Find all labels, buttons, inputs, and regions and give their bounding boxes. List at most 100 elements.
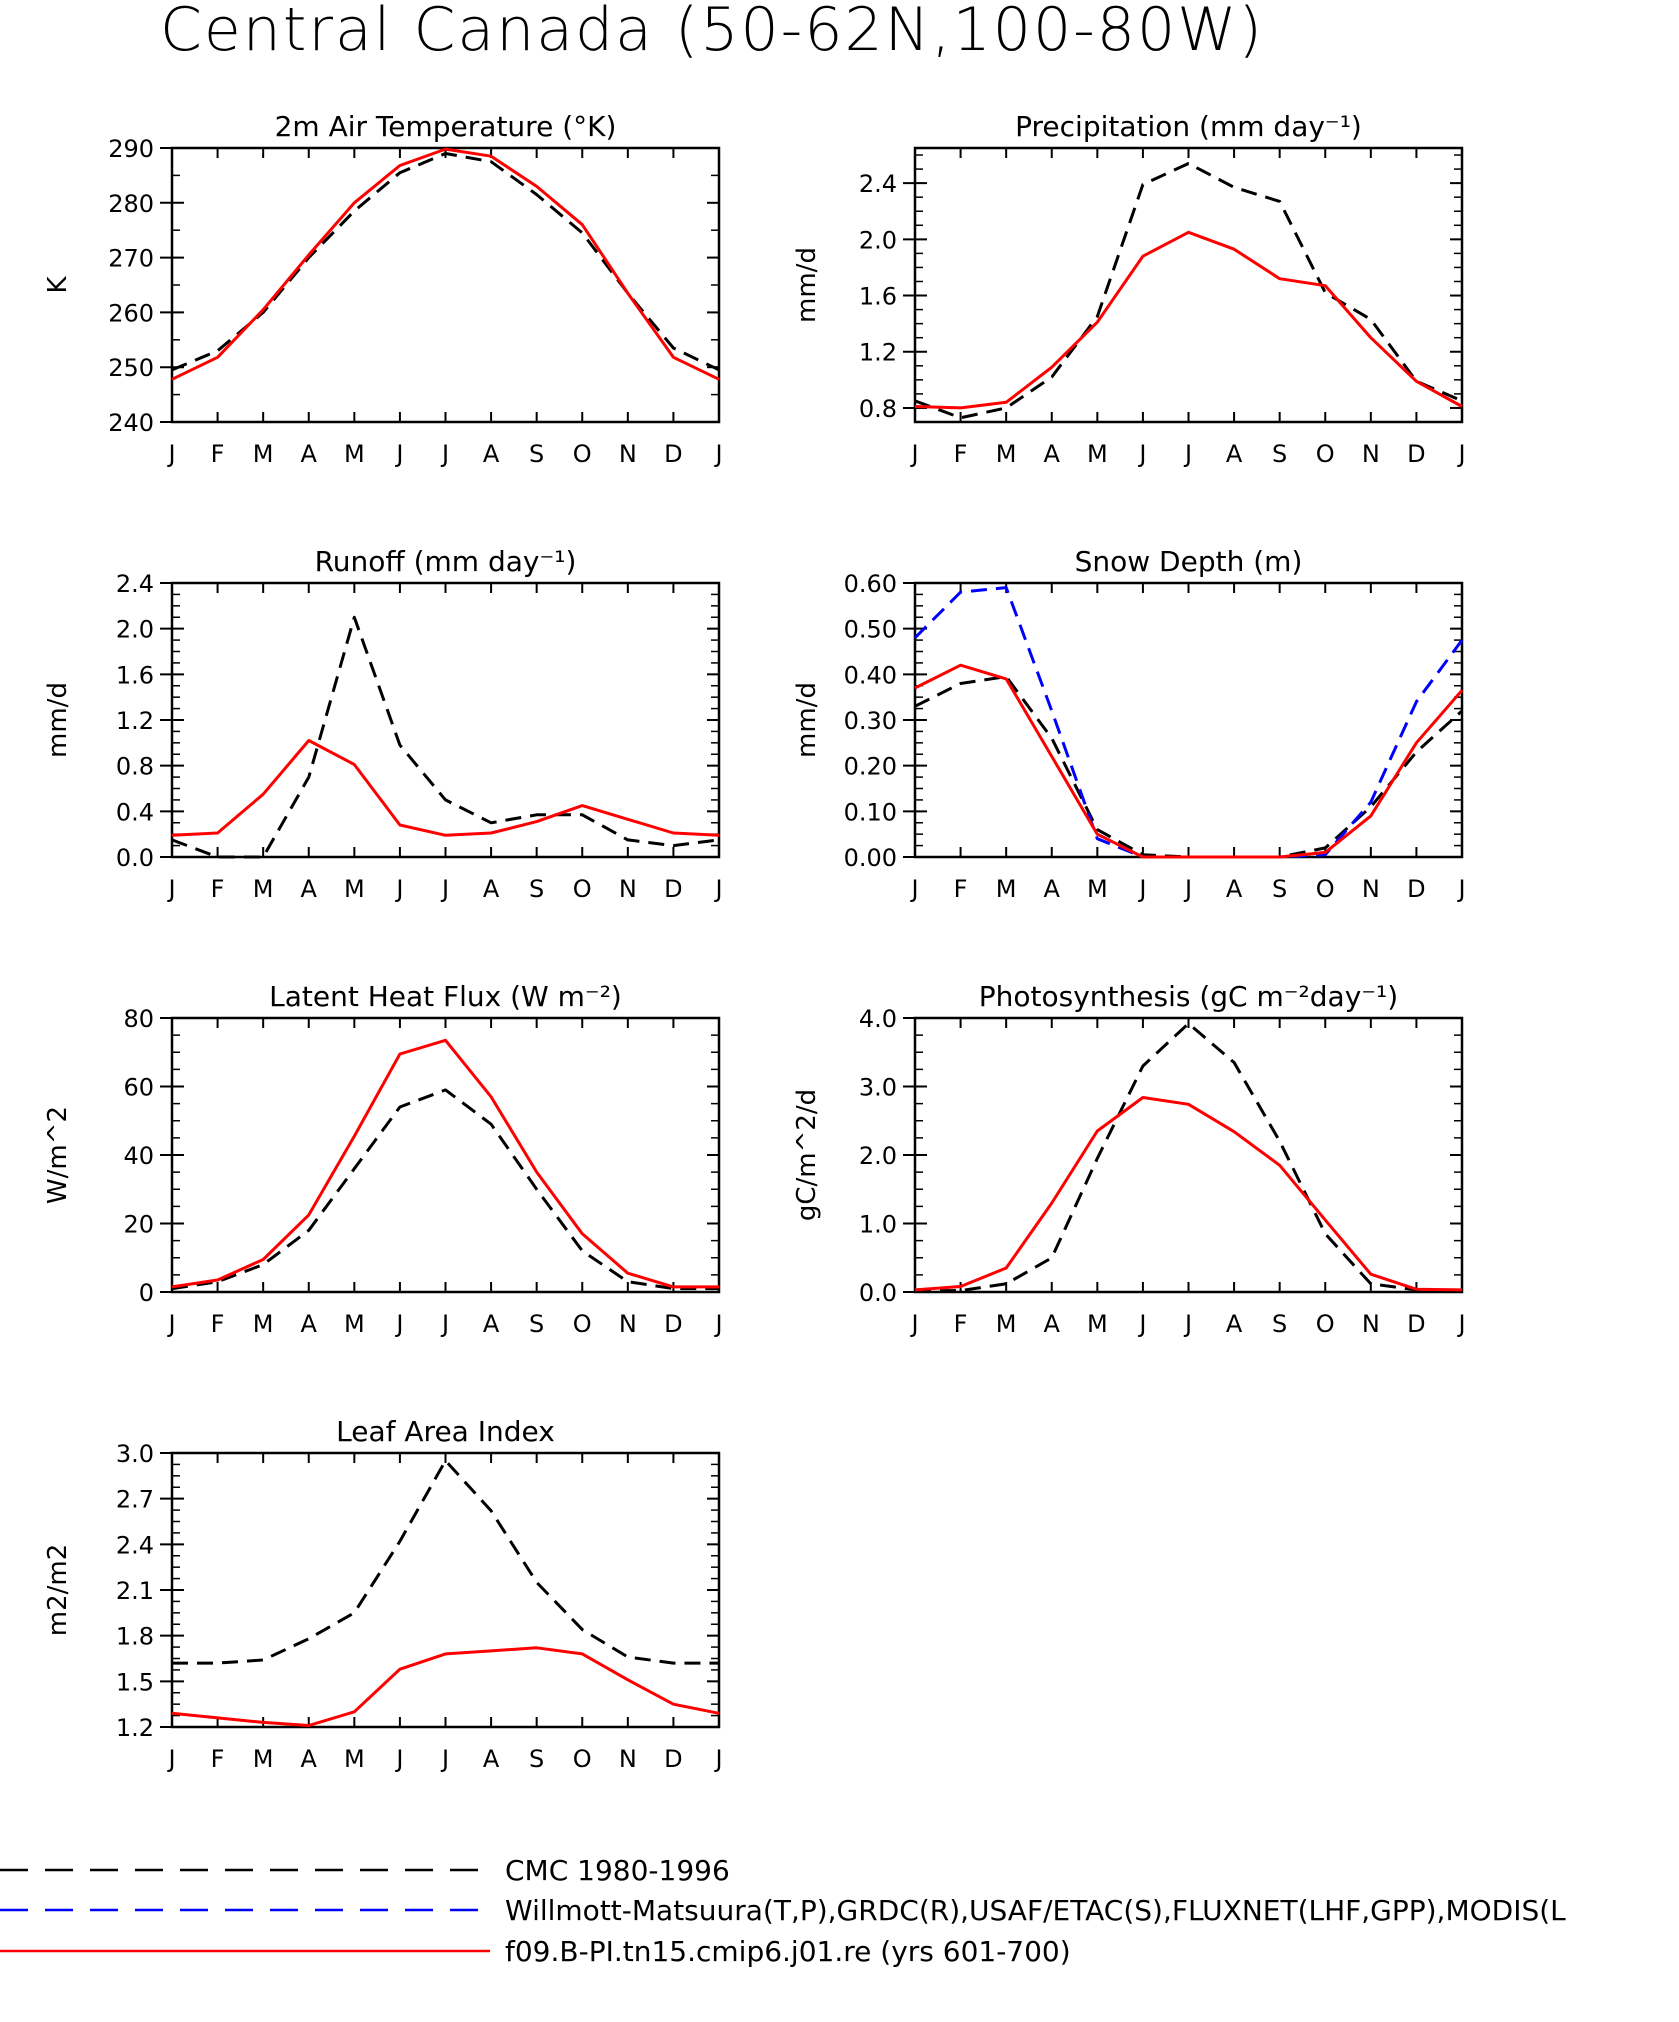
x-tick-label: N bbox=[1362, 1310, 1380, 1338]
legend: CMC 1980-1996 Willmott-Matsuura(T,P),GRDC… bbox=[0, 1854, 1566, 1968]
y-axis-label: K bbox=[43, 276, 73, 294]
x-tick-label: M bbox=[253, 875, 274, 903]
panel-title: Runoff (mm day⁻¹) bbox=[315, 545, 577, 578]
series-line-cmc bbox=[915, 1022, 1463, 1293]
x-tick-label: M bbox=[1087, 875, 1108, 903]
x-tick-label: M bbox=[344, 1745, 365, 1773]
x-tick-label: O bbox=[1316, 440, 1335, 468]
x-tick-label: A bbox=[483, 1745, 500, 1773]
x-tick-label: S bbox=[1272, 875, 1287, 903]
y-tick-label: 1.2 bbox=[116, 707, 154, 735]
panel-title: Snow Depth (m) bbox=[1075, 545, 1303, 578]
x-tick-label: J bbox=[909, 1310, 918, 1338]
y-tick-label: 0.40 bbox=[844, 661, 897, 689]
x-tick-label: S bbox=[1272, 1310, 1287, 1338]
y-tick-label: 0.00 bbox=[844, 844, 897, 872]
x-tick-label: A bbox=[1044, 440, 1061, 468]
y-tick-label: 2.0 bbox=[859, 1142, 897, 1170]
chart-panel: J F M A M J J A S O N D J0.000.100.200.300.400.500.6… bbox=[792, 545, 1466, 903]
x-tick-label: O bbox=[573, 875, 592, 903]
x-tick-label: O bbox=[1316, 1310, 1335, 1338]
x-tick-label: F bbox=[954, 875, 968, 903]
panel-title: 2m Air Temperature (°K) bbox=[275, 110, 617, 143]
chart-panel: J F M A M J J A S O N D J0.00.40.81.21.62.02.4Runoff… bbox=[43, 545, 723, 903]
y-tick-label: 0.60 bbox=[844, 570, 897, 598]
plot-frame bbox=[913, 1016, 1464, 1294]
x-tick-label: A bbox=[301, 1310, 318, 1338]
series-line-model bbox=[914, 1096, 1463, 1292]
series-line-model bbox=[171, 1038, 719, 1289]
y-tick-label: 1.8 bbox=[116, 1623, 154, 1651]
y-tick-label: 2.4 bbox=[859, 170, 897, 198]
y-tick-label: 20 bbox=[123, 1211, 154, 1239]
y-tick-label: 1.2 bbox=[116, 1714, 154, 1742]
y-tick-label: 2.4 bbox=[116, 570, 154, 598]
legend-label: CMC 1980-1996 bbox=[505, 1854, 730, 1887]
x-tick-label: D bbox=[664, 1310, 682, 1338]
y-tick-label: 40 bbox=[123, 1142, 154, 1170]
x-tick-label: J bbox=[166, 1745, 175, 1773]
y-tick-label: 1.0 bbox=[859, 1211, 897, 1239]
chart-panel: J F M A M J J A S O N D J0.81.21.62.02.4Precipitatio… bbox=[792, 110, 1466, 468]
x-tick-label: D bbox=[1407, 875, 1425, 903]
x-tick-label: M bbox=[253, 1310, 274, 1338]
x-tick-label: J bbox=[394, 1310, 403, 1338]
y-tick-label: 270 bbox=[108, 245, 154, 273]
x-tick-label: J bbox=[440, 1310, 449, 1338]
y-tick-label: 280 bbox=[108, 190, 154, 218]
panel-title: Latent Heat Flux (W m⁻²) bbox=[269, 980, 622, 1013]
x-tick-label: S bbox=[529, 1310, 544, 1338]
y-tick-label: 1.6 bbox=[859, 283, 897, 311]
x-tick-label: M bbox=[996, 1310, 1017, 1338]
x-tick-label: J bbox=[713, 1745, 722, 1773]
series-line-model bbox=[171, 147, 720, 381]
x-tick-label: S bbox=[529, 875, 544, 903]
y-tick-label: 0.50 bbox=[844, 616, 897, 644]
plot-frame bbox=[913, 581, 1464, 859]
series-line-cmc bbox=[172, 1459, 719, 1665]
y-axis-label: W/m^2 bbox=[43, 1106, 73, 1204]
y-tick-label: 260 bbox=[108, 299, 154, 327]
x-tick-label: D bbox=[664, 875, 682, 903]
chart-panel: J F M A M J J A S O N D J0.01.02.03.04.0Photosynthes… bbox=[792, 980, 1466, 1338]
x-tick-label: J bbox=[394, 1745, 403, 1773]
x-tick-label: D bbox=[1407, 440, 1425, 468]
x-tick-label: M bbox=[1087, 440, 1108, 468]
y-tick-label: 2.4 bbox=[116, 1531, 154, 1559]
x-tick-label: J bbox=[1456, 1310, 1465, 1338]
x-tick-label: J bbox=[166, 1310, 175, 1338]
x-tick-label: N bbox=[619, 1745, 637, 1773]
x-tick-label: O bbox=[573, 440, 592, 468]
x-tick-label: J bbox=[713, 1310, 722, 1338]
x-tick-label: S bbox=[529, 440, 544, 468]
x-tick-label: M bbox=[253, 440, 274, 468]
y-tick-label: 0.20 bbox=[844, 753, 897, 781]
x-tick-label: O bbox=[1316, 875, 1335, 903]
y-tick-label: 4.0 bbox=[859, 1005, 897, 1033]
x-tick-label: J bbox=[1137, 875, 1146, 903]
y-tick-label: 3.0 bbox=[859, 1074, 897, 1102]
x-tick-label: M bbox=[344, 875, 365, 903]
y-axis-label: mm/d bbox=[792, 682, 822, 758]
series-line-model bbox=[171, 739, 720, 837]
x-tick-label: F bbox=[211, 1745, 225, 1773]
x-tick-label: J bbox=[713, 875, 722, 903]
x-tick-label: J bbox=[166, 875, 175, 903]
plot-frame bbox=[170, 146, 721, 424]
y-axis-label: mm/d bbox=[43, 682, 73, 758]
plot-frame bbox=[170, 1016, 721, 1294]
plot-frame bbox=[913, 146, 1464, 424]
y-tick-label: 0.8 bbox=[859, 395, 897, 423]
y-tick-label: 2.7 bbox=[116, 1486, 154, 1514]
x-tick-label: D bbox=[664, 440, 682, 468]
x-tick-label: J bbox=[1183, 875, 1192, 903]
y-axis-label: mm/d bbox=[792, 247, 822, 323]
x-tick-label: D bbox=[664, 1745, 682, 1773]
x-tick-label: M bbox=[996, 440, 1017, 468]
y-tick-label: 0.0 bbox=[116, 844, 154, 872]
x-tick-label: J bbox=[1456, 875, 1465, 903]
series-line-obs bbox=[913, 586, 1464, 859]
x-tick-label: J bbox=[440, 1745, 449, 1773]
